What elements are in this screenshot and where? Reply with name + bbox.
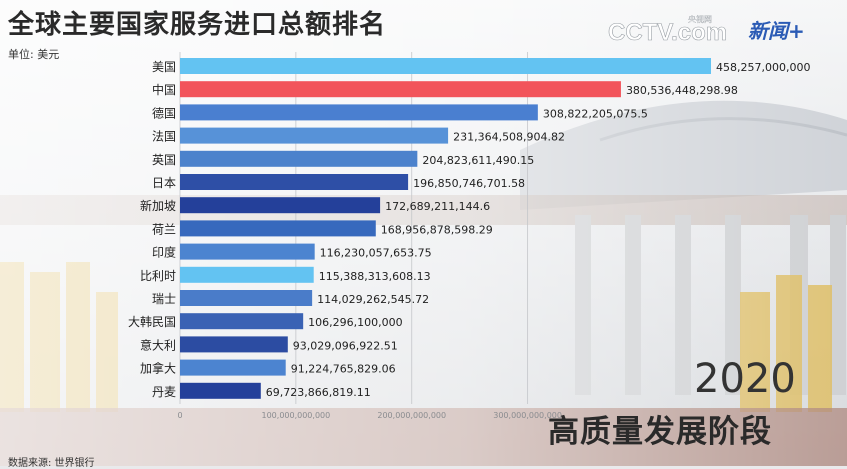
value-label: 458,257,000,000	[716, 61, 810, 74]
stage-label: 高质量发展阶段	[548, 414, 772, 450]
bar	[180, 150, 418, 167]
category-label: 美国	[152, 60, 176, 74]
bar	[180, 359, 286, 376]
value-label: 380,536,448,298.98	[626, 84, 738, 97]
value-label: 93,029,096,922.51	[293, 339, 398, 352]
value-label: 91,224,765,829.06	[291, 363, 396, 376]
category-label: 新加坡	[140, 198, 176, 213]
bar	[180, 81, 621, 98]
cctv-logo-sub: 央视网	[688, 14, 712, 24]
category-label: 印度	[152, 245, 176, 260]
cctv-logo: CCTV.com 央视网	[608, 12, 728, 46]
category-label: 意大利	[140, 337, 176, 352]
news-logo-text: 新闻+	[748, 19, 805, 43]
category-label: 比利时	[140, 269, 176, 283]
bar	[180, 127, 449, 144]
category-label: 日本	[152, 176, 176, 190]
bar	[180, 243, 315, 260]
bar	[180, 104, 538, 121]
category-label: 加拿大	[140, 361, 176, 376]
bar	[180, 197, 381, 214]
value-label: 168,956,878,598.29	[381, 223, 493, 236]
category-label: 英国	[152, 153, 176, 167]
value-label: 116,230,057,653.75	[320, 247, 432, 260]
x-tick-label: 300,000,000,000	[493, 411, 562, 420]
chart-title: 全球主要国家服务进口总额排名	[8, 10, 387, 40]
value-label: 204,823,611,490.15	[422, 154, 534, 167]
category-label: 中国	[152, 82, 176, 97]
bar	[180, 336, 288, 353]
value-label: 106,296,100,000	[308, 316, 402, 329]
category-label: 瑞士	[152, 292, 176, 306]
value-label: 114,029,262,545.72	[317, 293, 429, 306]
unit-label: 单位: 美元	[8, 48, 60, 61]
category-label: 大韩民国	[128, 314, 176, 329]
value-label: 308,822,205,075.5	[543, 107, 648, 120]
bar	[180, 382, 261, 399]
x-tick-label: 200,000,000,000	[377, 411, 446, 420]
bar	[180, 266, 314, 283]
value-label: 69,723,866,819.11	[266, 386, 371, 399]
bar	[180, 58, 711, 74]
value-label: 196,850,746,701.58	[413, 177, 525, 190]
cctv-logo-text: CCTV.com	[608, 19, 726, 46]
news-plus-logo: 新闻+	[748, 12, 828, 46]
x-tick-label: 100,000,000,000	[262, 411, 331, 420]
bar	[180, 220, 376, 237]
category-label: 德国	[152, 105, 176, 120]
data-source: 数据来源: 世界银行	[8, 458, 95, 469]
category-label: 丹麦	[152, 385, 176, 399]
category-label: 法国	[152, 130, 176, 144]
x-tick-label: 0	[177, 411, 182, 420]
value-label: 231,364,508,904.82	[453, 131, 565, 144]
value-label: 172,689,211,144.6	[385, 200, 490, 213]
bar	[180, 174, 409, 190]
value-label: 115,388,313,608.13	[319, 270, 431, 283]
category-label: 荷兰	[152, 222, 176, 236]
bar	[180, 313, 304, 330]
year-label: 2020	[694, 356, 796, 402]
bar	[180, 290, 313, 306]
